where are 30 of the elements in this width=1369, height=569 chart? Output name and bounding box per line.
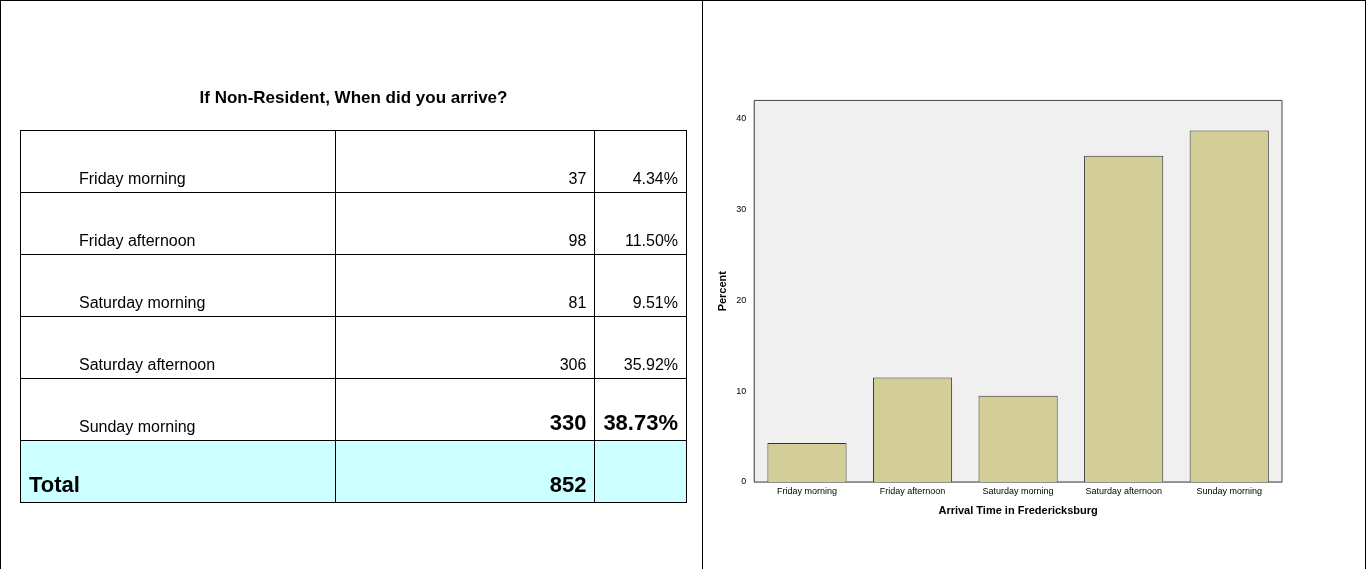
text: 37 [335, 130, 595, 193]
text: Saturday afternoon [20, 316, 336, 379]
text: 11.50% [594, 192, 687, 255]
text: 35.92% [594, 316, 687, 379]
text: Friday morning [20, 130, 336, 193]
x-tick-label: Friday morning [776, 485, 838, 496]
text: 98 [335, 192, 595, 255]
text: If Non-Resident, When did you arrive? [198, 88, 509, 109]
text: 330 [335, 378, 595, 441]
text: 9.51% [594, 254, 687, 317]
y-axis-title: Percent [715, 270, 728, 312]
text: Total [20, 440, 336, 503]
text: Sunday morning [20, 378, 336, 441]
text: Friday afternoon [20, 192, 336, 255]
text: 38.73% [594, 378, 687, 441]
y-tick-label: 0 [741, 476, 747, 487]
text: 81 [335, 254, 595, 317]
y-tick-label: 40 [736, 113, 747, 124]
x-tick-label: Sunday morning [1196, 485, 1262, 496]
text: 852 [335, 440, 595, 503]
text: 4.34% [594, 130, 687, 193]
x-tick-label: Saturday afternoon [1085, 485, 1162, 496]
y-tick-label: 30 [736, 203, 747, 214]
text: Saturday morning [20, 254, 336, 317]
x-tick-label: Saturday morning [982, 485, 1054, 496]
x-axis-title: Arrival Time in Fredericksburg [938, 504, 1098, 517]
x-tick-label: Friday afternoon [879, 485, 946, 496]
text: 306 [335, 316, 595, 379]
y-tick-label: 20 [736, 294, 747, 305]
y-tick-label: 10 [736, 385, 747, 396]
